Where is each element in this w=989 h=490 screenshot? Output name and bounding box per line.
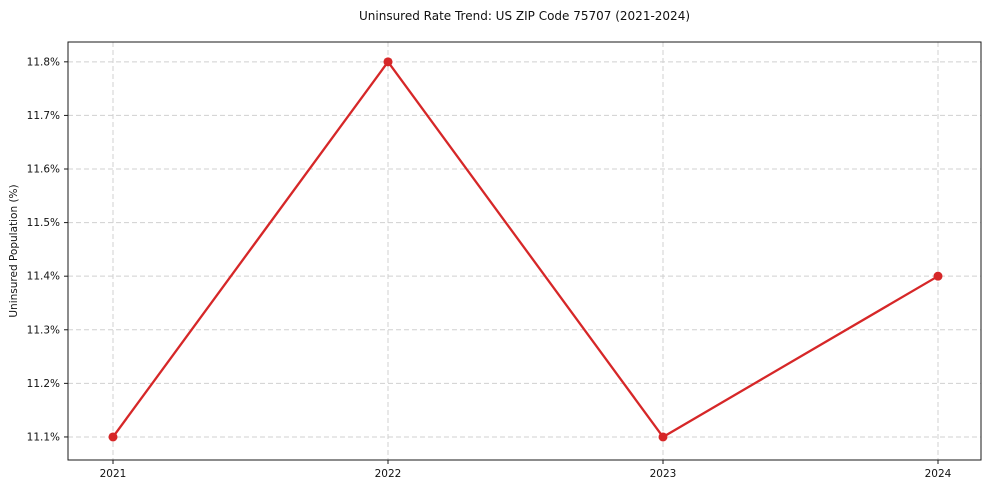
data-point-marker <box>658 432 668 442</box>
y-tick-label: 11.3% <box>27 324 60 336</box>
y-tick-label: 11.2% <box>27 378 60 390</box>
data-point-marker <box>383 57 393 67</box>
chart-title: Uninsured Rate Trend: US ZIP Code 75707 … <box>358 9 691 23</box>
x-tick-label: 2021 <box>100 468 127 480</box>
y-tick-label: 11.1% <box>27 431 60 443</box>
y-tick-label: 11.5% <box>27 217 60 229</box>
data-point-marker <box>108 432 118 442</box>
data-line <box>111 60 940 439</box>
y-tick-label: 11.4% <box>27 271 60 283</box>
x-tick-label: 2024 <box>925 468 952 480</box>
y-tick-label: 11.8% <box>27 56 60 68</box>
plot-box <box>67 41 982 461</box>
y-tick-label: 11.7% <box>27 110 60 122</box>
x-tick-label: 2023 <box>650 468 677 480</box>
y-tick-label: 11.6% <box>27 164 60 176</box>
data-point-marker <box>933 271 943 281</box>
x-tick-label: 2022 <box>375 468 402 480</box>
